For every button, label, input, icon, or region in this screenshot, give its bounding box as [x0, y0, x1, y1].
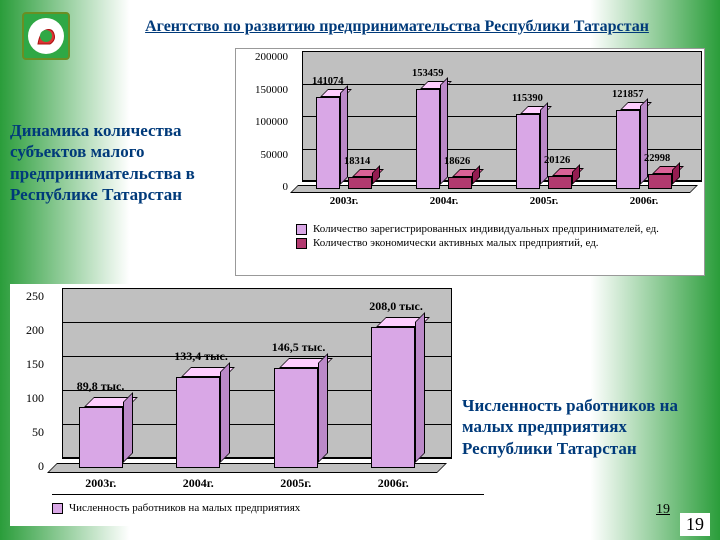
chart1-bar-label: 20126	[544, 155, 570, 166]
bar	[274, 358, 328, 468]
bar	[416, 81, 448, 189]
chart2-bottom-rule	[52, 494, 484, 495]
legend-label: Количество экономически активных малых п…	[313, 237, 599, 249]
bar	[176, 367, 230, 468]
page-number: 19	[680, 513, 710, 536]
chart2-legend-item: Численность работников на малых предприя…	[52, 502, 300, 514]
chart1-bar-label: 115390	[512, 93, 543, 104]
chart1-legend: Количество зарегистрированных индивидуал…	[296, 221, 696, 251]
chart1-gridline	[302, 84, 702, 85]
chart1-bar-label: 153459	[412, 68, 444, 79]
legend-swatch	[52, 503, 63, 514]
chart2-bar-label: 89,8 тыс.	[77, 379, 125, 394]
legend-swatch	[296, 224, 307, 235]
chart2-bar-label: 208,0 тыс.	[369, 299, 423, 314]
chart1-ytick: 100000	[238, 116, 288, 128]
legend-swatch	[296, 238, 307, 249]
chart2-ytick: 0	[10, 459, 44, 474]
chart-subjects-dynamics: 0 50000 100000 150000 200000 141074 18314 2003г…	[235, 48, 705, 276]
bar	[648, 166, 680, 189]
chart2-legend: Численность работников на малых предприя…	[52, 500, 300, 516]
legend-label: Численность работников на малых предприя…	[69, 502, 300, 514]
chart2-plot: 05010015020025089,8 тыс.2003г.133,4 тыс.…	[52, 298, 442, 468]
chart2-ytick: 100	[10, 391, 44, 406]
chart2-xtick: 2006г.	[345, 476, 443, 491]
chart2-xtick: 2005г.	[247, 476, 345, 491]
chart1-bar-label: 18626	[444, 156, 470, 167]
page-title: Агентство по развитию предпринимательств…	[86, 18, 708, 36]
chart1-bar-label: 121857	[612, 89, 644, 100]
chart1-ytick: 150000	[238, 84, 288, 96]
chart1-plot: 050000100000150000200000141074183142003г…	[294, 59, 694, 189]
chart1-legend-item: Количество экономически активных малых п…	[296, 237, 696, 249]
chart1-xtick: 2005г.	[514, 195, 574, 207]
chart1-xtick: 2003г.	[314, 195, 374, 207]
chart2-ytick: 250	[10, 289, 44, 304]
bar	[371, 317, 425, 468]
legend-label: Количество зарегистрированных индивидуал…	[313, 223, 659, 235]
tatarstan-emblem	[22, 12, 70, 60]
bar	[516, 106, 548, 189]
chart-workers-count: 0 50 100 150 200 250 89,8 тыс. 2003г. 133,4 тыс.…	[10, 284, 460, 526]
bar	[548, 168, 580, 189]
chart1-legend-item: Количество зарегистрированных индивидуал…	[296, 223, 696, 235]
chart2-xtick: 2003г.	[52, 476, 150, 491]
chart2-gridline	[62, 288, 452, 289]
chart2-caption: Численность работников на малых предприя…	[462, 395, 702, 459]
emblem-icon	[26, 16, 66, 56]
bar	[448, 169, 480, 189]
chart2-ytick: 200	[10, 323, 44, 338]
chart1-bar-label: 141074	[312, 76, 344, 87]
bar	[348, 169, 380, 189]
chart2-xtick: 2004г.	[150, 476, 248, 491]
bar	[79, 397, 133, 468]
bar	[616, 102, 648, 189]
chart1-gridline	[302, 51, 702, 52]
page-number-sub: 19	[656, 502, 670, 518]
chart1-caption: Динамика количества субъектов малого пре…	[10, 120, 240, 205]
bar	[316, 89, 348, 189]
chart2-ytick: 50	[10, 425, 44, 440]
chart1-ytick: 50000	[238, 149, 288, 161]
chart2-bar-label: 146,5 тыс.	[272, 340, 326, 355]
chart1-xtick: 2006г.	[614, 195, 674, 207]
chart1-bar-label: 22998	[644, 153, 670, 164]
chart2-bar-label: 133,4 тыс.	[174, 349, 228, 364]
chart2-ytick: 150	[10, 357, 44, 372]
chart1-ytick: 0	[238, 181, 288, 193]
chart1-ytick: 200000	[238, 51, 288, 63]
chart1-bar-label: 18314	[344, 156, 370, 167]
chart1-xtick: 2004г.	[414, 195, 474, 207]
